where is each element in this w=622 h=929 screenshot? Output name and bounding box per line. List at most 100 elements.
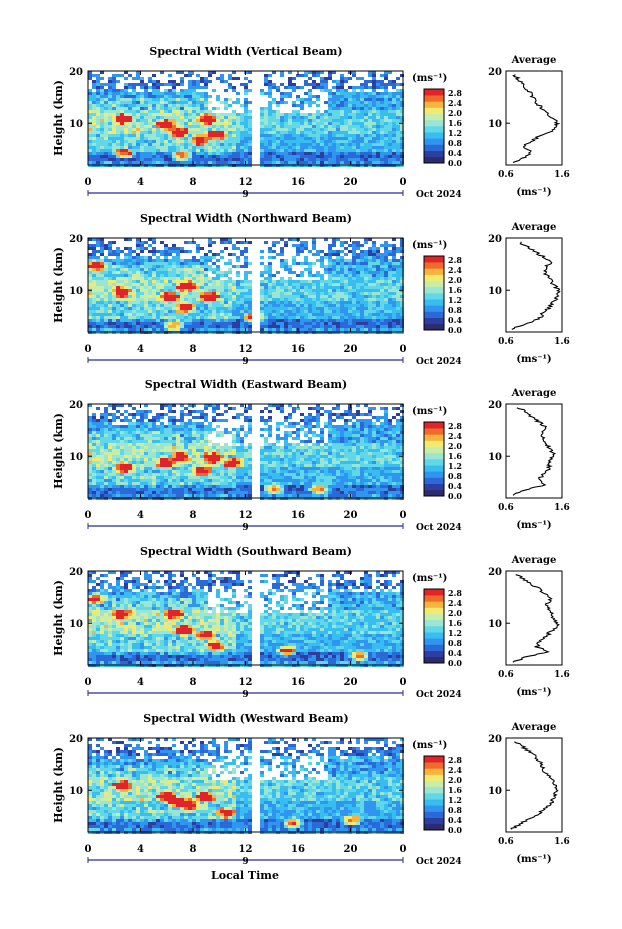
heatmap-cell [132, 268, 136, 271]
heatmap-cell [148, 307, 152, 310]
heatmap-cell [248, 307, 252, 310]
heatmap-cell [132, 158, 136, 161]
heatmap-cell [120, 443, 124, 446]
heatmap-cell [88, 155, 92, 158]
heatmap-cell [120, 289, 124, 292]
heatmap-cell [152, 143, 156, 146]
heatmap-cell [308, 286, 312, 289]
heatmap-cell [344, 158, 348, 161]
heatmap-cell [180, 428, 184, 431]
heatmap-cell [292, 161, 296, 164]
heatmap-cell [376, 158, 380, 161]
heatmap-cell [132, 113, 136, 116]
heatmap-cell [388, 158, 392, 161]
colorbar-segment [424, 323, 444, 331]
heatmap-cell [100, 158, 104, 161]
heatmap-cell [236, 247, 240, 250]
heatmap-cell [136, 461, 140, 464]
heatmap-cell [152, 131, 156, 134]
heatmap-cell [136, 455, 140, 458]
heatmap-cell [220, 131, 224, 134]
heatmap-cell [340, 83, 344, 86]
heatmap-cell [212, 253, 216, 256]
heatmap-cell [196, 92, 200, 95]
heatmap-cell [240, 265, 244, 268]
heatmap-cell [304, 155, 308, 158]
heatmap-cell [336, 119, 340, 122]
heatmap-cell [224, 238, 228, 241]
heatmap-cell [164, 449, 168, 452]
heatmap-cell [368, 119, 372, 122]
heatmap-cell [124, 77, 128, 80]
heatmap-cell [152, 146, 156, 149]
heatmap-cell [376, 86, 380, 89]
heatmap-cell [320, 283, 324, 286]
heatmap-cell [184, 292, 188, 295]
heatmap-cell [116, 455, 120, 458]
heatmap-cell [344, 89, 348, 92]
heatmap-cell [188, 86, 192, 89]
colorbar-segment [424, 138, 444, 145]
heatmap-cell [112, 313, 116, 316]
heatmap-cell [160, 301, 164, 304]
heatmap-cell [184, 140, 188, 143]
heatmap-cell [140, 268, 144, 271]
heatmap-cell [352, 155, 356, 158]
heatmap-cell [296, 274, 300, 277]
heatmap-cell [340, 289, 344, 292]
heatmap-cell [216, 155, 220, 158]
heatmap-cell [152, 452, 156, 455]
heatmap-cell [352, 283, 356, 286]
heatmap-cell [204, 292, 208, 295]
heatmap-cell [364, 307, 368, 310]
heatmap-cell [292, 271, 296, 274]
heatmap-cell [380, 122, 384, 125]
heatmap-cell [92, 322, 96, 325]
heatmap-cell [104, 271, 108, 274]
heatmap-cell [92, 325, 96, 328]
heatmap-cell [136, 328, 140, 331]
heatmap-cell [108, 101, 112, 104]
heatmap-cell [340, 74, 344, 77]
heatmap-cell [260, 256, 264, 259]
heatmap-cell [336, 107, 340, 110]
heatmap-cell [104, 437, 108, 440]
heatmap-cell [376, 140, 380, 143]
heatmap-cell [320, 158, 324, 161]
heatmap-cell [88, 247, 92, 250]
heatmap-cell [292, 298, 296, 301]
heatmap-cell [148, 485, 152, 488]
heatmap-cell [360, 146, 364, 149]
heatmap-cell [360, 134, 364, 137]
heatmap-cell [244, 110, 248, 113]
heatmap-cell [124, 280, 128, 283]
heatmap-cell [360, 101, 364, 104]
heatmap-cell [124, 158, 128, 161]
heatmap-cell [240, 140, 244, 143]
heatmap-cell [136, 265, 140, 268]
heatmap-cell [176, 488, 180, 491]
heatmap-cell [336, 122, 340, 125]
heatmap-cell [372, 146, 376, 149]
heatmap-cell [400, 140, 404, 143]
heatmap-cell [228, 77, 232, 80]
heatmap-cell [240, 250, 244, 253]
heatmap-cell [264, 280, 268, 283]
heatmap-cell [116, 289, 120, 292]
heatmap-cell [108, 434, 112, 437]
heatmap-cell [192, 125, 196, 128]
heatmap-cell [148, 286, 152, 289]
heatmap-cell [116, 410, 120, 413]
heatmap-cell [280, 158, 284, 161]
heatmap-cell [232, 289, 236, 292]
profile-x-tick-label: 1.6 [554, 337, 570, 347]
heatmap-cell [232, 152, 236, 155]
heatmap-cell [92, 259, 96, 262]
heatmap-cell [156, 119, 160, 122]
heatmap-cell [188, 122, 192, 125]
heatmap-cell [236, 298, 240, 301]
heatmap-cell [180, 410, 184, 413]
heatmap-cell [364, 143, 368, 146]
heatmap-cell [140, 98, 144, 101]
heatmap-cell [152, 319, 156, 322]
